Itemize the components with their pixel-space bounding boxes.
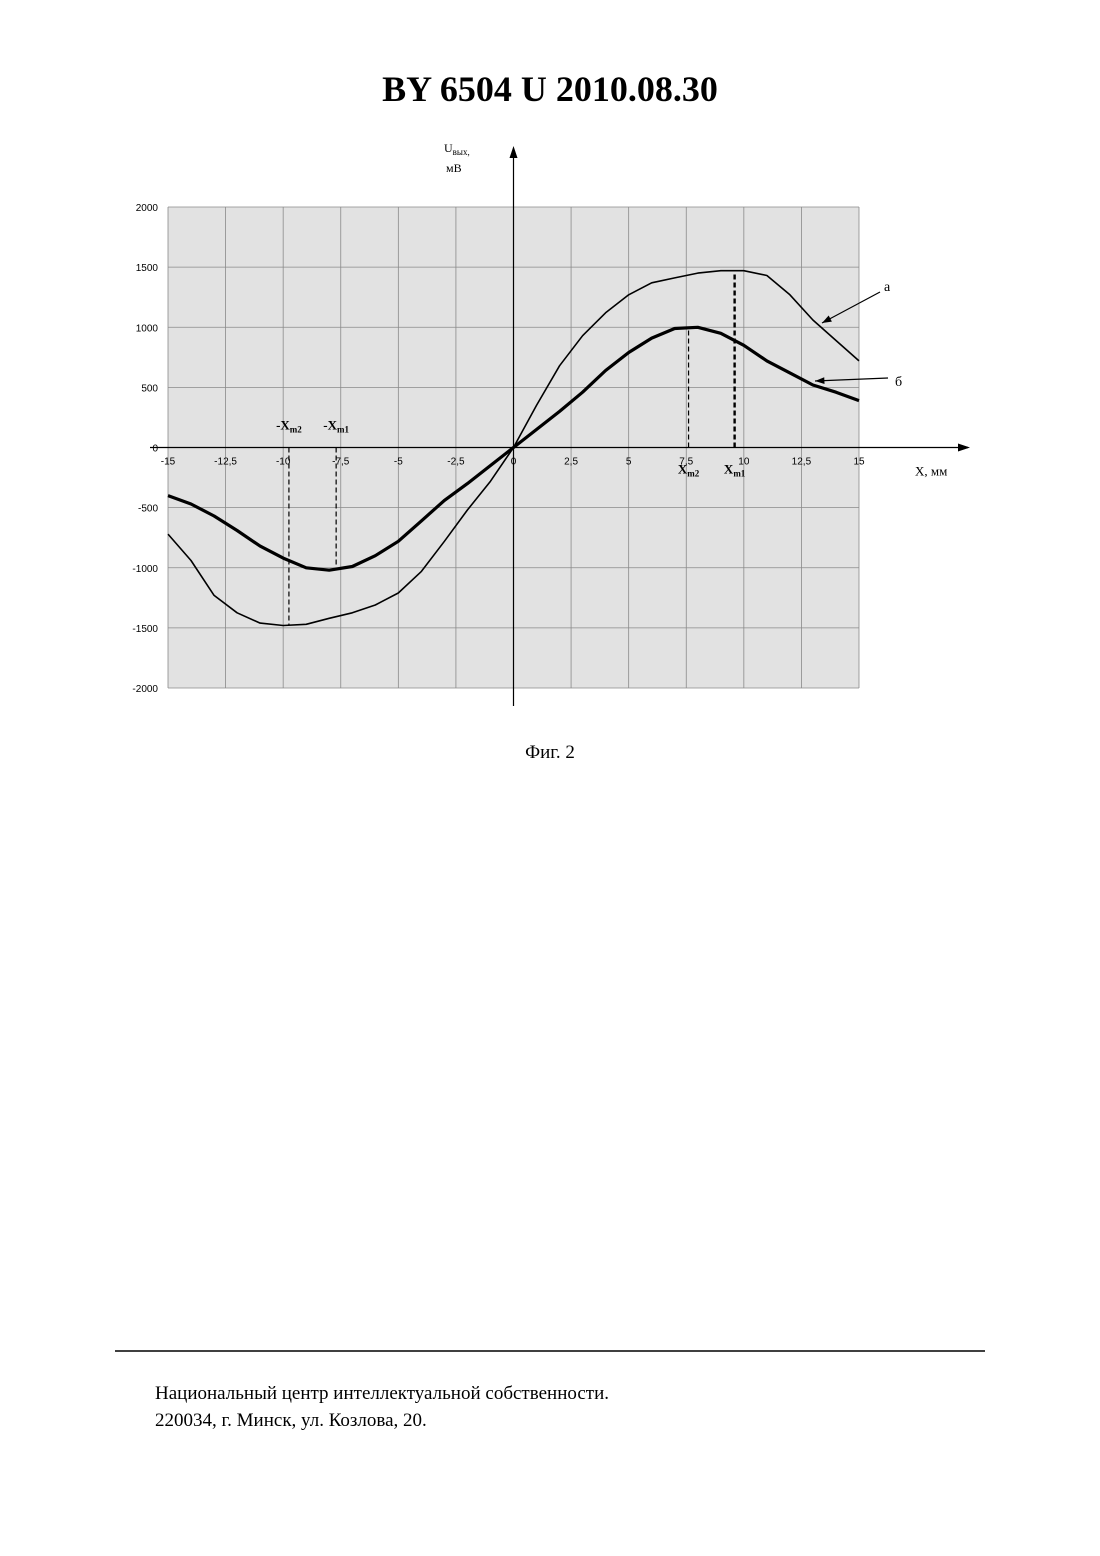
x-axis-label: X, мм bbox=[915, 464, 947, 479]
x-tick-label: 5 bbox=[626, 457, 632, 468]
page: BY 6504 U 2010.08.30 -2000 -1500 -1000 -500… bbox=[0, 0, 1100, 1556]
x-tick-label: -12,5 bbox=[214, 457, 237, 468]
x-tick-label: -15 bbox=[161, 457, 176, 468]
x-tick-label: 15 bbox=[853, 457, 865, 468]
x-tick-label: -7,5 bbox=[332, 457, 350, 468]
y-tick-label: 1000 bbox=[136, 323, 159, 334]
y-tick-label: 2000 bbox=[136, 203, 159, 214]
x-tick-label: -2,5 bbox=[447, 457, 465, 468]
footer-line: 220034, г. Минск, ул. Козлова, 20. bbox=[155, 1410, 427, 1431]
y-tick-label: 500 bbox=[141, 383, 158, 394]
y-tick-label: -2000 bbox=[132, 684, 158, 695]
footer-line: Национальный центр интеллектуальной собс… bbox=[155, 1383, 609, 1404]
figure-caption: Фиг. 2 bbox=[525, 742, 575, 763]
x-tick-label: 2,5 bbox=[564, 457, 578, 468]
y-tick-label: 0 bbox=[152, 444, 158, 455]
x-tick-label: 10 bbox=[738, 457, 750, 468]
x-tick-label: -5 bbox=[394, 457, 403, 468]
y-tick-label: -1000 bbox=[132, 564, 158, 575]
series-label: а bbox=[884, 280, 891, 295]
x-tick-label: 12,5 bbox=[792, 457, 812, 468]
series-label: б bbox=[895, 375, 902, 390]
y-tick-label: -1500 bbox=[132, 624, 158, 635]
y-axis-unit: мВ bbox=[446, 161, 462, 175]
y-tick-label: 1500 bbox=[136, 263, 159, 274]
header-title: BY 6504 U 2010.08.30 bbox=[382, 69, 718, 109]
y-tick-label: -500 bbox=[138, 504, 158, 515]
